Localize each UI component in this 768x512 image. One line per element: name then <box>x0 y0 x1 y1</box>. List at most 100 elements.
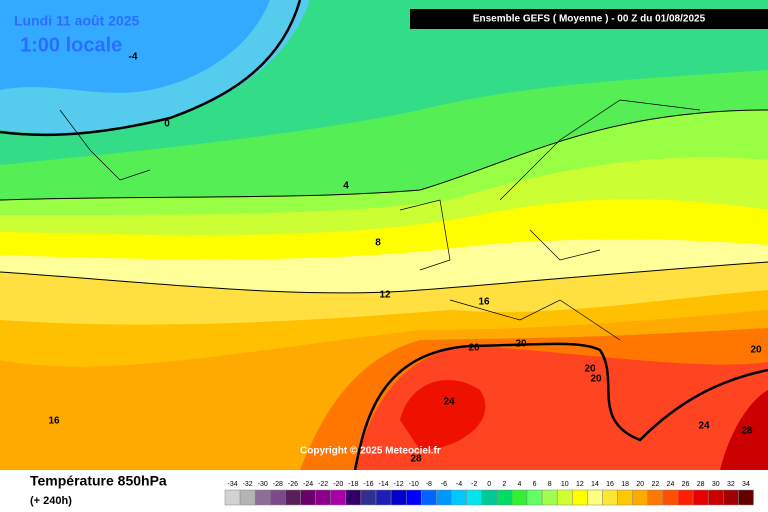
colorbar-label: -20 <box>333 481 343 488</box>
lead-time: (+ 240h) <box>30 495 72 507</box>
contour-label: 24 <box>698 421 710 432</box>
coastlines <box>59 99 701 341</box>
colorbar-label: 2 <box>502 481 506 488</box>
colorbar-label: 12 <box>576 481 584 488</box>
colorbar-label: 22 <box>651 481 659 488</box>
colorbar-box <box>647 489 664 506</box>
band-minus4 <box>0 0 270 93</box>
colorbar-box <box>254 489 271 506</box>
contour-label: -4 <box>129 52 138 63</box>
colorbar-box <box>617 489 633 506</box>
run-info: Ensemble GEFS ( Moyenne ) - 00 Z du 01/0… <box>473 14 706 25</box>
colorbar-label: 10 <box>561 481 569 488</box>
contour-20 <box>353 342 768 471</box>
map-time: 1:00 locale <box>20 34 122 56</box>
band-28 <box>720 390 768 470</box>
colorbar-box <box>315 489 331 506</box>
colorbar-box <box>405 489 422 506</box>
colorbar-label: 18 <box>621 481 629 488</box>
band-26 <box>400 380 486 450</box>
colorbar-box <box>239 489 256 506</box>
colorbar-box <box>692 489 709 506</box>
colorbar-box <box>707 489 724 506</box>
colorbar-box <box>677 489 694 506</box>
colorbar: -34 -32 -30 -28 -26 -24 -22 -20 -18 -16 -14 -12 -10-… <box>224 481 754 506</box>
colorbar-label: 6 <box>533 481 537 488</box>
colorbar-box <box>300 489 316 506</box>
colorbar-box <box>421 489 437 506</box>
colorbar-label: -2 <box>471 481 477 488</box>
colorbar-label: 16 <box>606 481 614 488</box>
colorbar-label: -12 <box>394 481 404 488</box>
colorbar-label: 28 <box>697 481 705 488</box>
contour-label: 20 <box>590 374 602 385</box>
temperature-field <box>0 0 768 471</box>
colorbar-label: -16 <box>363 481 373 488</box>
contour-label: 12 <box>379 290 391 301</box>
colorbar-box <box>436 489 452 506</box>
colorbar-label: 24 <box>667 481 675 488</box>
colorbar-label: 30 <box>712 481 720 488</box>
contour-label: 20 <box>468 343 480 354</box>
colorbar-label: -28 <box>273 481 283 488</box>
colorbar-box <box>330 489 347 506</box>
colorbar-label: 26 <box>682 481 690 488</box>
variable-name: Température 850hPa <box>30 473 167 489</box>
contour-16 <box>0 261 768 294</box>
colorbar-label: -4 <box>456 481 462 488</box>
colorbar-box <box>511 489 528 506</box>
colorbar-box <box>466 489 482 506</box>
colorbar-label: -30 <box>258 481 268 488</box>
contours <box>0 0 768 471</box>
colorbar-box <box>360 489 377 506</box>
colorbar-label: -32 <box>243 481 253 488</box>
contour-label: 0 <box>164 119 170 130</box>
colorbar-box <box>224 489 241 506</box>
contour-label: 16 <box>48 416 60 427</box>
colorbar-box <box>526 489 543 506</box>
colorbar-box <box>723 489 739 506</box>
run-box <box>410 9 768 29</box>
colorbar-label: -18 <box>348 481 358 488</box>
colorbar-box <box>662 489 679 506</box>
colorbar-box <box>270 489 286 506</box>
colorbar-label: -22 <box>318 481 328 488</box>
contour-label: 16 <box>478 297 490 308</box>
colorbar-box <box>345 489 362 506</box>
colorbar-label: -10 <box>409 481 419 488</box>
colorbar-label: -14 <box>378 481 388 488</box>
colorbar-box <box>602 489 618 506</box>
colorbar-box <box>541 489 558 506</box>
colorbar-label: -6 <box>441 481 447 488</box>
colorbar-label: -34 <box>227 481 237 488</box>
colorbar-box <box>738 489 754 506</box>
copyright: Copyright © 2025 Meteociel.fr <box>300 446 441 457</box>
contour-label: 20 <box>584 364 596 375</box>
colorbar-label: 8 <box>548 481 552 488</box>
colorbar-box <box>390 489 407 506</box>
contour-label: 24 <box>443 397 455 408</box>
contour-0 <box>0 0 302 137</box>
contour-label: 28 <box>410 454 422 465</box>
contour-label: 8 <box>375 238 381 249</box>
colorbar-label: -24 <box>303 481 313 488</box>
contour-label: 20 <box>515 339 527 350</box>
colorbar-label: 20 <box>636 481 644 488</box>
colorbar-label: 34 <box>742 481 750 488</box>
colorbar-box <box>496 489 513 506</box>
colorbar-box <box>481 489 498 506</box>
colorbar-label: -26 <box>288 481 298 488</box>
contour-8 <box>0 109 768 201</box>
contour-label: 4 <box>343 181 349 192</box>
colorbar-label: 14 <box>591 481 599 488</box>
colorbar-box <box>375 489 392 506</box>
colorbar-box <box>587 489 603 506</box>
colorbar-label: 0 <box>487 481 491 488</box>
colorbar-box <box>556 489 573 506</box>
contour-label: 20 <box>750 345 762 356</box>
colorbar-label: 32 <box>727 481 735 488</box>
colorbar-label: -8 <box>426 481 432 488</box>
